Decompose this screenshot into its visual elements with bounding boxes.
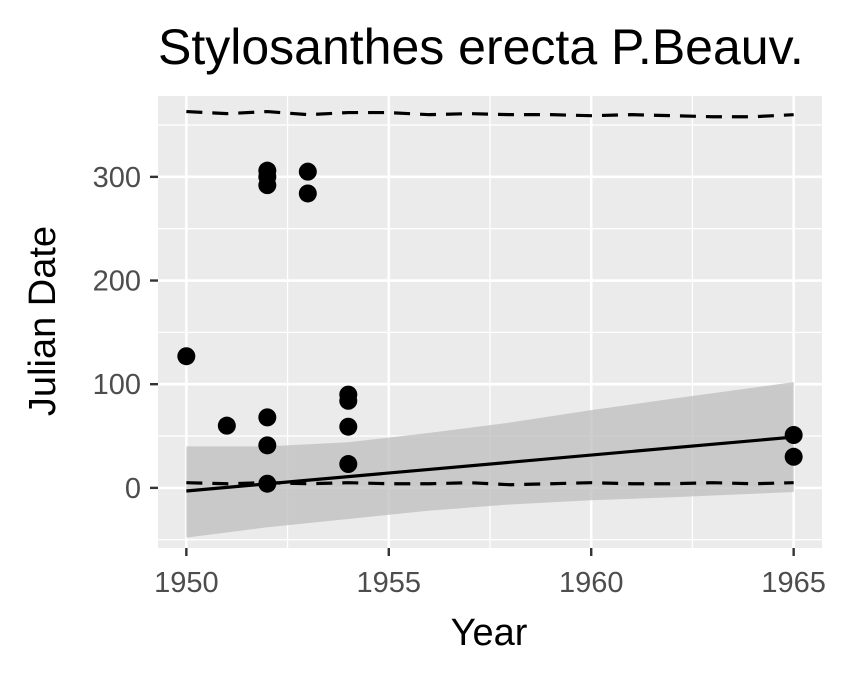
y-tick-label: 300 (93, 162, 141, 194)
data-point (177, 347, 196, 366)
data-point (258, 408, 277, 427)
data-point (258, 474, 277, 493)
chart-title: Stylosanthes erecta P.Beauv. (158, 19, 804, 75)
points-layer (177, 161, 803, 493)
confidence-band-layer (186, 382, 794, 538)
lines-layer (186, 109, 794, 493)
y-tick-label: 100 (93, 369, 141, 401)
trend-line (186, 435, 794, 493)
data-point (217, 416, 236, 435)
data-point (298, 162, 317, 181)
data-point (339, 391, 358, 410)
confidence-band (186, 382, 794, 538)
x-tick-label: 1965 (761, 567, 826, 599)
x-tick-label: 1955 (357, 567, 422, 599)
data-point (784, 426, 803, 444)
x-axis-title: Year (451, 612, 528, 654)
lower-quantile-line (186, 481, 794, 487)
y-tick-label: 0 (125, 473, 141, 505)
data-point (339, 417, 358, 436)
data-point (258, 436, 277, 455)
x-tick-label: 1960 (559, 567, 624, 599)
data-point (298, 184, 317, 203)
x-tick-label: 1950 (154, 567, 219, 599)
y-tick-label: 200 (93, 266, 141, 298)
axes: 1950 1955 1960 1965 0 100 200 300 (93, 162, 826, 599)
upper-quantile-line (186, 109, 794, 119)
data-point (258, 176, 277, 195)
y-axis-title: Julian Date (22, 226, 64, 416)
data-point (784, 447, 803, 466)
data-point (339, 455, 358, 474)
